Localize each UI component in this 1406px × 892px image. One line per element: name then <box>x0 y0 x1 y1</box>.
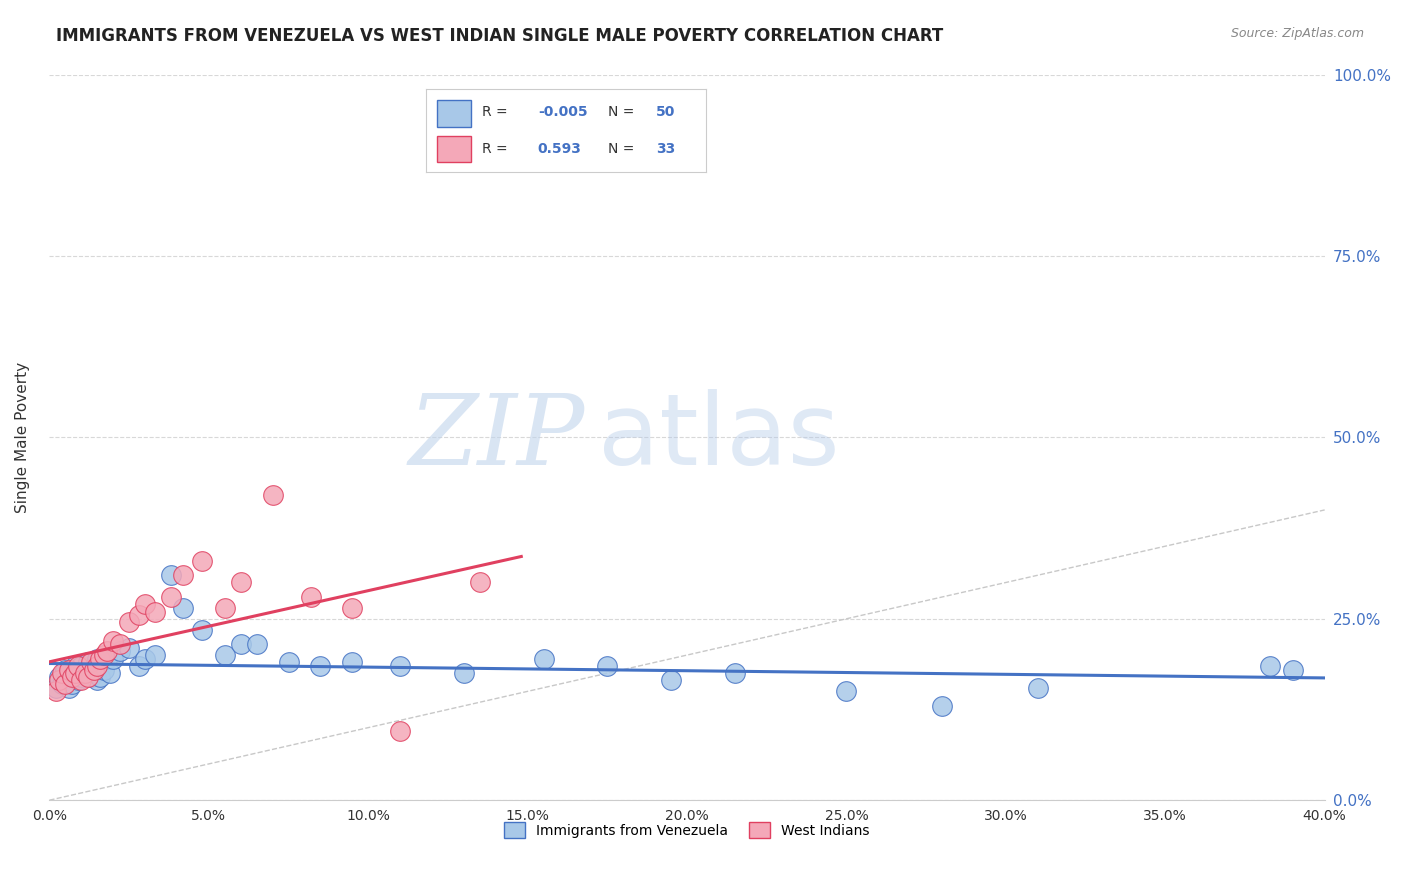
Point <box>55 663 77 677</box>
Point <box>128 608 150 623</box>
Point <box>86 651 108 665</box>
Point <box>80 670 103 684</box>
Point <box>277 655 299 669</box>
Point <box>58 666 80 681</box>
Point <box>134 597 156 611</box>
Point <box>191 623 214 637</box>
Point <box>67 659 90 673</box>
Point <box>89 651 111 665</box>
Point <box>63 659 86 673</box>
Point <box>51 666 73 681</box>
Point <box>159 568 181 582</box>
Point <box>262 488 284 502</box>
Point <box>58 681 80 695</box>
Point <box>134 651 156 665</box>
Point <box>48 673 70 688</box>
Point <box>67 673 90 688</box>
Point <box>80 655 103 669</box>
Point <box>73 666 96 681</box>
Point <box>76 655 98 669</box>
Point <box>103 651 125 665</box>
Point <box>596 659 619 673</box>
Point <box>659 673 682 688</box>
Point <box>118 640 141 655</box>
Point <box>172 600 194 615</box>
Point <box>86 673 108 688</box>
Point <box>89 670 111 684</box>
Point <box>229 575 252 590</box>
Point <box>96 651 118 665</box>
Point <box>45 681 67 695</box>
Point <box>191 554 214 568</box>
Point <box>70 670 93 684</box>
Point <box>389 659 412 673</box>
Point <box>76 666 98 681</box>
Point <box>299 590 322 604</box>
Point <box>93 648 115 662</box>
Point <box>533 651 555 665</box>
Point <box>143 648 166 662</box>
Point <box>214 600 236 615</box>
Point <box>58 663 80 677</box>
Point <box>83 663 105 677</box>
Point <box>453 666 475 681</box>
Point <box>63 666 86 681</box>
Point <box>60 670 83 684</box>
Point <box>98 666 121 681</box>
Point <box>93 663 115 677</box>
Point <box>246 637 269 651</box>
Point <box>86 659 108 673</box>
Text: Source: ZipAtlas.com: Source: ZipAtlas.com <box>1230 27 1364 40</box>
Point <box>55 673 77 688</box>
Point <box>309 659 332 673</box>
Point <box>83 663 105 677</box>
Point <box>48 670 70 684</box>
Point <box>128 659 150 673</box>
Point <box>70 659 93 673</box>
Point <box>51 677 73 691</box>
Point <box>108 637 131 651</box>
Point <box>159 590 181 604</box>
Point <box>45 684 67 698</box>
Point <box>172 568 194 582</box>
Text: atlas: atlas <box>598 389 839 486</box>
Point <box>60 677 83 691</box>
Point <box>73 666 96 681</box>
Point <box>118 615 141 630</box>
Point <box>96 644 118 658</box>
Point <box>835 684 858 698</box>
Point <box>76 670 98 684</box>
Point <box>468 575 491 590</box>
Point <box>1281 663 1303 677</box>
Point <box>389 724 412 739</box>
Point <box>55 677 77 691</box>
Point <box>342 600 364 615</box>
Point <box>70 673 93 688</box>
Point <box>229 637 252 651</box>
Text: IMMIGRANTS FROM VENEZUELA VS WEST INDIAN SINGLE MALE POVERTY CORRELATION CHART: IMMIGRANTS FROM VENEZUELA VS WEST INDIAN… <box>56 27 943 45</box>
Point <box>1260 659 1282 673</box>
Point <box>108 644 131 658</box>
Point <box>143 605 166 619</box>
Text: ZIP: ZIP <box>409 390 585 485</box>
Point <box>724 666 747 681</box>
Point <box>63 670 86 684</box>
Legend: Immigrants from Venezuela, West Indians: Immigrants from Venezuela, West Indians <box>499 816 875 844</box>
Point <box>103 633 125 648</box>
Y-axis label: Single Male Poverty: Single Male Poverty <box>15 362 30 513</box>
Point <box>342 655 364 669</box>
Point <box>1026 681 1049 695</box>
Point <box>214 648 236 662</box>
Point <box>931 698 953 713</box>
